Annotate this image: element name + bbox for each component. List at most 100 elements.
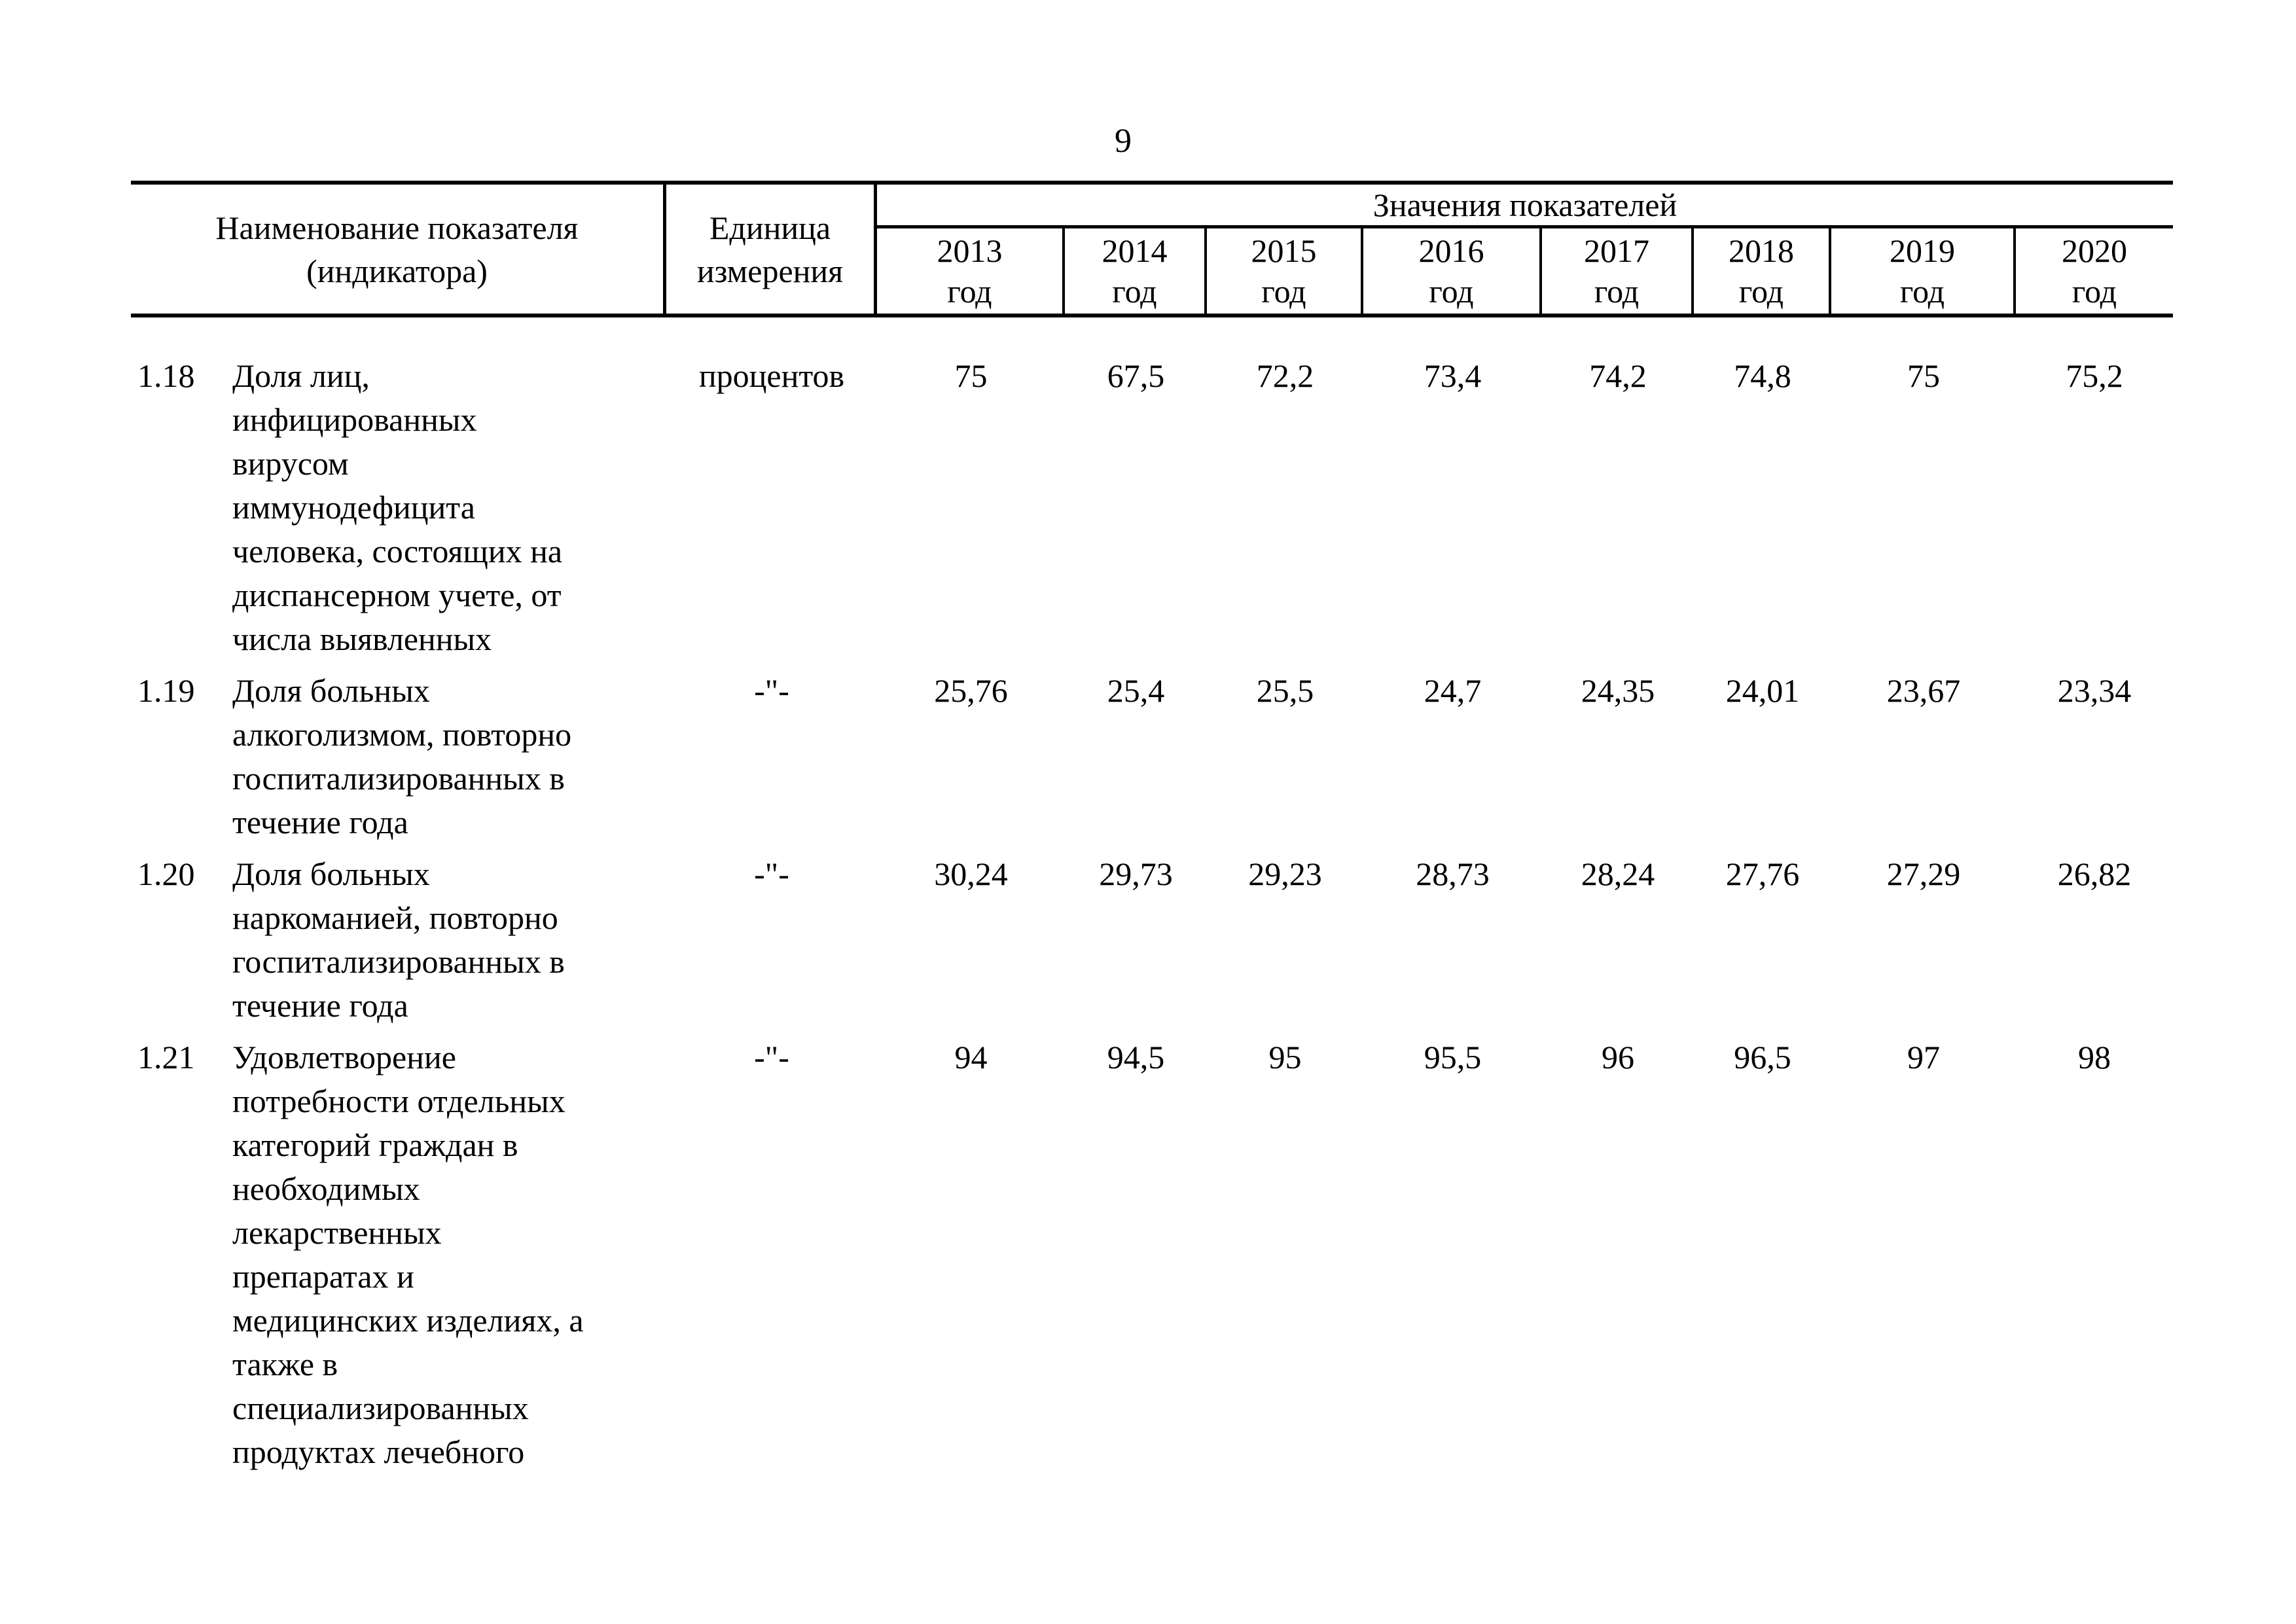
indicator-name-line: Доля лиц, <box>232 357 370 394</box>
header-name-line-1: Наименование показателя <box>215 209 579 246</box>
indicator-name-line: продуктах лечебного <box>232 1434 525 1470</box>
header-year-2019: 2019 год <box>1831 228 2016 314</box>
indicator-name-line: Удовлетворение <box>232 1039 456 1075</box>
table-row: 1.21 Удовлетворение потребности отдельных… <box>131 1036 2173 1474</box>
indicator-name-cell: 1.19 Доля больных алкоголизмом, повторно г… <box>131 669 666 844</box>
year-label: 2017 <box>1584 232 1649 269</box>
value-cell: 25,76 <box>934 672 1008 709</box>
indicator-name-line: вирусом <box>232 445 349 482</box>
indicator-name: Удовлетворение потребности отдельных катег… <box>232 1036 666 1474</box>
indicator-name-line: Доля больных <box>232 672 430 709</box>
table-row: 1.20 Доля больных наркоманией, повторно го… <box>131 852 2173 1028</box>
header-year-2014: 2014 год <box>1065 228 1207 314</box>
table-body: 1.18 Доля лиц, инфицированных вирусом иммун… <box>131 317 2173 1474</box>
header-unit-line-2: измерения <box>696 252 844 289</box>
indicator-name-line: категорий граждан в <box>232 1127 518 1163</box>
header-year-2020: 2020 год <box>2016 228 2173 314</box>
indicator-name-line: препаратах и <box>232 1258 414 1295</box>
table-row: 1.18 Доля лиц, инфицированных вирусом иммун… <box>131 354 2173 661</box>
value-cell: 95,5 <box>1424 1039 1482 1075</box>
value-cell: 30,24 <box>934 856 1008 892</box>
header-year-2018: 2018 год <box>1694 228 1831 314</box>
indicator-name: Доля больных алкоголизмом, повторно госпит… <box>232 669 666 844</box>
indicator-name-line: диспансерном учете, от <box>232 577 562 613</box>
value-cell: 94,5 <box>1107 1039 1165 1075</box>
value-cell: 75,2 <box>2066 357 2123 394</box>
value-cell: 24,01 <box>1725 672 1800 709</box>
value-cell: 95 <box>1268 1039 1302 1075</box>
indicator-name-line: алкоголизмом, повторно <box>232 716 572 753</box>
indicator-name-line: наркоманией, повторно <box>232 899 558 936</box>
value-cell: 75 <box>1907 357 1940 394</box>
value-cell: 98 <box>2078 1039 2111 1075</box>
value-cell: 29,23 <box>1248 856 1322 892</box>
value-cell: 73,4 <box>1424 357 1482 394</box>
value-cell: 27,76 <box>1725 856 1800 892</box>
indicator-name: Доля больных наркоманией, повторно госпита… <box>232 852 666 1028</box>
indicator-name-line: Доля больных <box>232 856 430 892</box>
indicator-name-line: числа выявленных <box>232 621 492 657</box>
value-cell: 28,24 <box>1581 856 1655 892</box>
value-cell: 96,5 <box>1734 1039 1791 1075</box>
indicator-name: Доля лиц, инфицированных вирусом иммунодефи… <box>232 354 666 661</box>
value-cell: 27,29 <box>1886 856 1961 892</box>
indicator-name-line: инфицированных <box>232 401 477 438</box>
year-label: 2015 <box>1251 232 1317 269</box>
indicator-name-line: течение года <box>232 987 408 1024</box>
value-cell: 72,2 <box>1256 357 1314 394</box>
indicator-name-line: госпитализированных в <box>232 760 565 797</box>
header-year-2013: 2013 год <box>877 228 1065 314</box>
indicator-name-line: необходимых <box>232 1170 420 1207</box>
indicator-name-cell: 1.20 Доля больных наркоманией, повторно го… <box>131 852 666 1028</box>
header-year-2017: 2017 год <box>1542 228 1694 314</box>
value-cell: 29,73 <box>1099 856 1173 892</box>
indicator-number: 1.21 <box>137 1039 195 1075</box>
year-label: 2013 <box>937 232 1003 269</box>
value-cell: 96 <box>1602 1039 1634 1075</box>
value-cell: 75 <box>954 357 988 394</box>
indicator-number: 1.18 <box>137 357 195 394</box>
indicator-name-line: специализированных <box>232 1390 529 1426</box>
header-name-line-2: (индикатора) <box>306 252 488 289</box>
year-suffix: год <box>1429 273 1474 310</box>
indicator-name-line: иммунодефицита <box>232 489 475 526</box>
year-label: 2018 <box>1729 232 1794 269</box>
indicator-name-line: течение года <box>232 804 408 840</box>
header-values-group: Значения показателей <box>877 185 2173 228</box>
indicator-unit: -"- <box>754 1039 789 1075</box>
year-label: 2019 <box>1890 232 1955 269</box>
value-cell: 23,34 <box>2057 672 2132 709</box>
year-suffix: год <box>1738 273 1784 310</box>
indicator-name-line: человека, состоящих на <box>232 533 563 569</box>
indicator-name-line: госпитализированных в <box>232 943 565 980</box>
indicator-unit: -"- <box>754 672 789 709</box>
header-year-2016: 2016 год <box>1363 228 1542 314</box>
year-suffix: год <box>2072 273 2117 310</box>
indicator-unit: процентов <box>698 357 845 394</box>
year-suffix: год <box>1594 273 1640 310</box>
value-cell: 23,67 <box>1886 672 1961 709</box>
page-number: 9 <box>1115 122 1132 160</box>
indicator-name-cell: 1.18 Доля лиц, инфицированных вирусом иммун… <box>131 354 666 661</box>
value-cell: 24,35 <box>1581 672 1655 709</box>
indicator-number: 1.19 <box>137 672 195 709</box>
year-label: 2020 <box>2062 232 2127 269</box>
year-suffix: год <box>1112 273 1157 310</box>
indicator-name-line: медицинских изделиях, а <box>232 1302 584 1339</box>
value-cell: 97 <box>1907 1039 1940 1075</box>
indicator-name-line: также в <box>232 1346 338 1382</box>
value-cell: 28,73 <box>1416 856 1490 892</box>
value-cell: 24,7 <box>1424 672 1482 709</box>
indicator-unit: -"- <box>754 856 789 892</box>
indicator-name-cell: 1.21 Удовлетворение потребности отдельных… <box>131 1036 666 1474</box>
year-suffix: год <box>947 273 992 310</box>
indicator-name-line: потребности отдельных <box>232 1083 565 1119</box>
table-header: Наименование показателя (индикатора) Еди… <box>131 181 2173 317</box>
indicator-number: 1.20 <box>137 856 195 892</box>
indicator-name-line: лекарственных <box>232 1214 442 1251</box>
header-year-2015: 2015 год <box>1207 228 1363 314</box>
value-cell: 26,82 <box>2057 856 2132 892</box>
year-suffix: год <box>1899 273 1945 310</box>
value-cell: 67,5 <box>1107 357 1165 394</box>
